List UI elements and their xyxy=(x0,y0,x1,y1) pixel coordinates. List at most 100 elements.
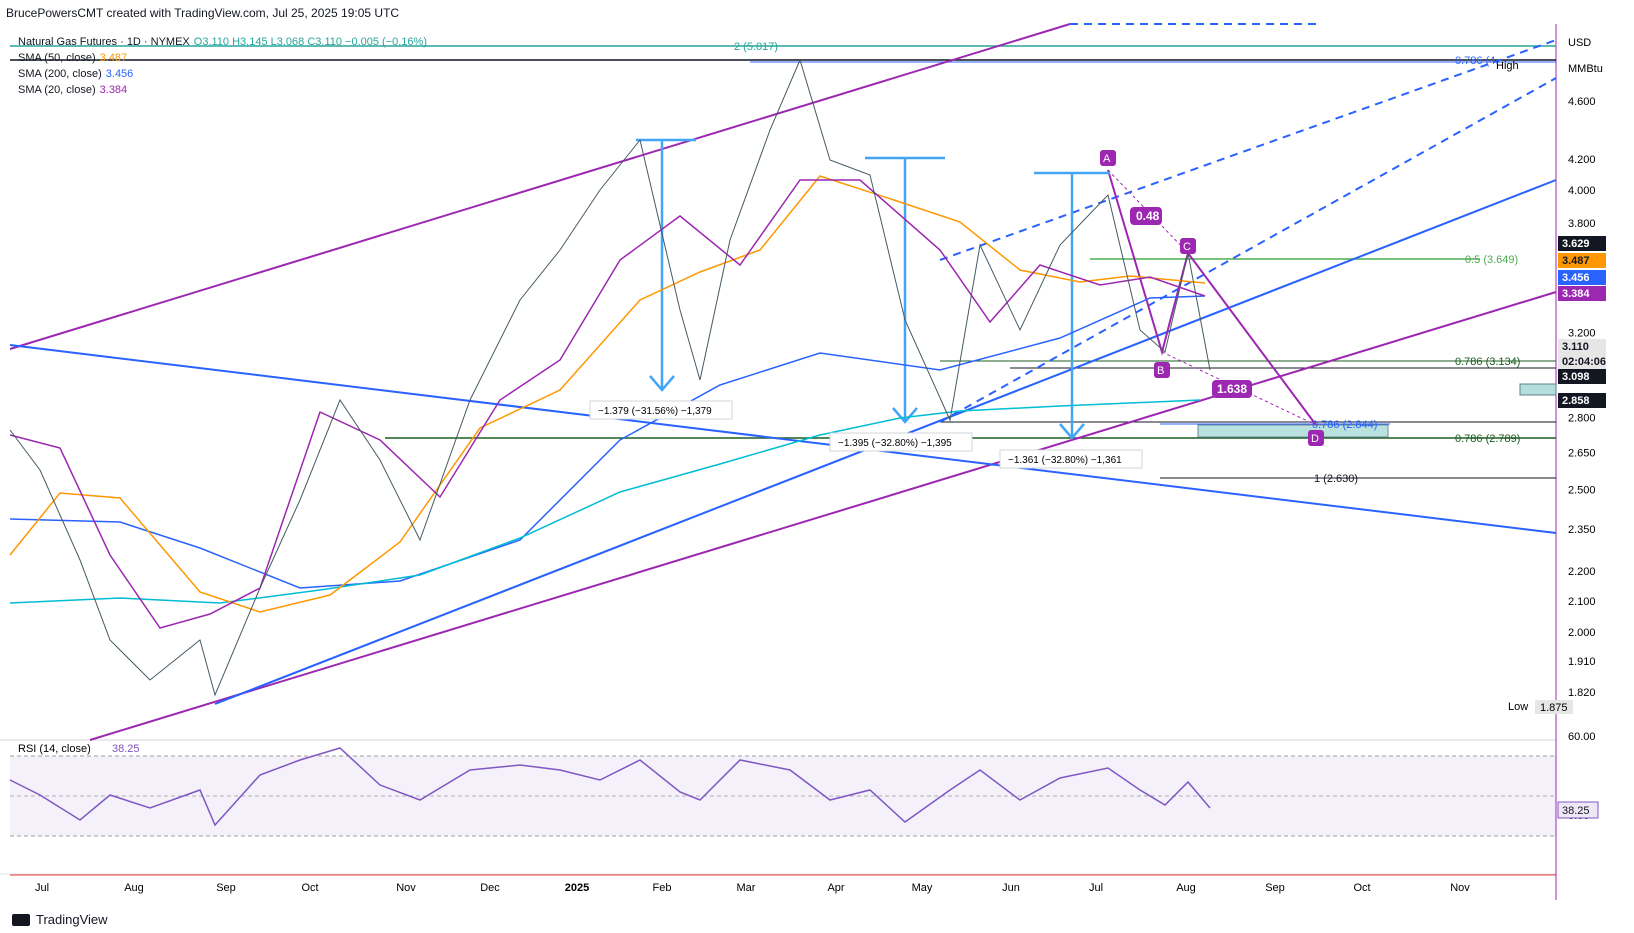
price-tag: 3.098 xyxy=(1558,369,1606,384)
rsi-value-tag: 38.25 xyxy=(1562,805,1590,817)
point-b: B xyxy=(1157,365,1164,377)
price-tick: 2.800 xyxy=(1568,412,1596,424)
month-tick: Apr xyxy=(827,882,844,894)
high-label: High xyxy=(1496,60,1519,72)
low-value: 1.875 xyxy=(1540,702,1568,714)
channel-lower xyxy=(89,291,1557,741)
price-axis: 4.600 4.200 4.000 3.800 3.200 2.800 2.650 2.500… xyxy=(1568,96,1596,822)
price-tick: 2.000 xyxy=(1568,627,1596,639)
rsi-label: RSI (14, close) xyxy=(18,743,91,755)
fib-2-label: 2 (5.017) xyxy=(734,41,778,53)
fib-05-label: 0.5 (3.649) xyxy=(1465,254,1518,266)
month-tick: Jul xyxy=(35,882,49,894)
price-tick: 3.800 xyxy=(1568,218,1596,230)
month-tick: Jun xyxy=(1002,882,1020,894)
month-tick: 2025 xyxy=(565,882,589,894)
measure-3-label: −1.361 (−32.80%) −1,361 xyxy=(1008,455,1122,466)
month-tick: Aug xyxy=(1176,882,1196,894)
currency-label: USD xyxy=(1568,37,1591,49)
month-tick: Aug xyxy=(124,882,144,894)
month-tick: Sep xyxy=(1265,882,1285,894)
price-tag: 3.629 xyxy=(1558,236,1606,251)
channel-upper xyxy=(9,23,1071,350)
attribution-text: BrucePowersCMT created with TradingView.… xyxy=(6,6,400,20)
sma200-label: SMA (200, close) xyxy=(18,68,102,80)
sma-20-line xyxy=(9,179,1206,629)
price-tag: 02:04:06 xyxy=(1558,354,1606,369)
svg-text:3.110: 3.110 xyxy=(1562,341,1589,353)
svg-text:3.098: 3.098 xyxy=(1562,371,1590,383)
price-tag: 3.384 xyxy=(1558,286,1606,301)
tradingview-logo-icon xyxy=(12,913,30,926)
month-tick: Mar xyxy=(737,882,756,894)
price-tick: 2.650 xyxy=(1568,448,1596,460)
fib-786-top-label: 0.786 (4. xyxy=(1455,55,1498,67)
measure-2-label: −1.395 (−32.80%) −1,395 xyxy=(838,438,952,449)
price-tick: 4.200 xyxy=(1568,154,1596,166)
svg-text:02:04:06: 02:04:06 xyxy=(1562,356,1606,368)
price-tag: 3.110 xyxy=(1558,339,1606,354)
symbol-label: Natural Gas Futures · 1D · NYMEX xyxy=(18,36,190,48)
price-tick: 3.200 xyxy=(1568,327,1596,339)
time-axis: Jul Aug Sep Oct Nov Dec 2025 Feb Mar Apr May Jun Jul… xyxy=(35,882,1470,894)
month-tick: Nov xyxy=(1450,882,1470,894)
price-tags: 3.629 3.487 3.456 3.384 3.110 02:04:06 3.098 2.… xyxy=(1558,236,1606,408)
brand-label: TradingView xyxy=(36,912,108,927)
ohlc-values: O3.110 H3.145 L3.068 C3.110 −0.005 (−0.1… xyxy=(193,36,427,48)
sma50-value: 3.487 xyxy=(99,52,128,64)
rsi-line xyxy=(9,747,1211,827)
month-tick: Oct xyxy=(1353,882,1370,894)
svg-text:3.456: 3.456 xyxy=(1562,272,1590,284)
sma20-value: 3.384 xyxy=(99,84,128,96)
unit-label: MMBtu xyxy=(1568,63,1603,75)
fib-786-b-label: 0.786 (2.844) xyxy=(1312,419,1377,431)
ratio-1638: 1.638 xyxy=(1217,382,1247,396)
price-tick: 2.200 xyxy=(1568,566,1596,578)
price-tag: 3.487 xyxy=(1558,253,1606,268)
price-tag: 2.858 xyxy=(1558,393,1606,408)
svg-text:3.384: 3.384 xyxy=(1562,288,1590,300)
fib-786-a-label: 0.786 (3.134) xyxy=(1455,356,1520,368)
harmonic-pattern xyxy=(1107,169,1317,426)
ema-teal-line xyxy=(9,399,1201,604)
price-tick: 4.600 xyxy=(1568,96,1596,108)
month-tick: Nov xyxy=(396,882,416,894)
month-tick: May xyxy=(912,882,933,894)
downtrend-line xyxy=(9,344,1557,534)
sma20-label: SMA (20, close) xyxy=(18,84,96,96)
low-label: Low xyxy=(1508,701,1528,713)
harmonic-labels: A B C D 0.48 1.638 xyxy=(1100,150,1324,446)
rsi-tick: 60.00 xyxy=(1568,731,1596,743)
price-line xyxy=(9,58,1211,697)
svg-text:2.858: 2.858 xyxy=(1562,395,1590,407)
ratio-048: 0.48 xyxy=(1136,209,1160,223)
fib-786-c-label: 0.786 (2.789) xyxy=(1455,433,1520,445)
price-tick: 1.820 xyxy=(1568,687,1596,699)
price-tick: 2.350 xyxy=(1568,524,1596,536)
point-c: C xyxy=(1183,241,1191,253)
chart-legend: Natural Gas Futures · 1D · NYMEX O3.110 H… xyxy=(18,34,431,98)
rsi-value-inline: 38.25 xyxy=(112,743,140,755)
sma-50-line xyxy=(9,175,1206,613)
sma-200-line xyxy=(9,295,1206,589)
measure-1-label: −1.379 (−31.56%) −1,379 xyxy=(598,406,712,417)
point-d: D xyxy=(1311,433,1319,445)
price-tick: 2.100 xyxy=(1568,596,1596,608)
price-tick: 4.000 xyxy=(1568,185,1596,197)
svg-text:3.487: 3.487 xyxy=(1562,255,1590,267)
measure-arrows xyxy=(636,138,1110,440)
footer: TradingView xyxy=(12,912,108,927)
price-tag: 3.456 xyxy=(1558,270,1606,285)
month-tick: Jul xyxy=(1089,882,1103,894)
point-a: A xyxy=(1103,153,1111,165)
month-tick: Oct xyxy=(301,882,318,894)
month-tick: Dec xyxy=(480,882,500,894)
sma200-value: 3.456 xyxy=(105,68,134,80)
month-tick: Sep xyxy=(216,882,236,894)
month-tick: Feb xyxy=(653,882,672,894)
sma50-label: SMA (50, close) xyxy=(18,52,96,64)
price-tick: 2.500 xyxy=(1568,485,1596,497)
svg-text:3.629: 3.629 xyxy=(1562,238,1590,250)
